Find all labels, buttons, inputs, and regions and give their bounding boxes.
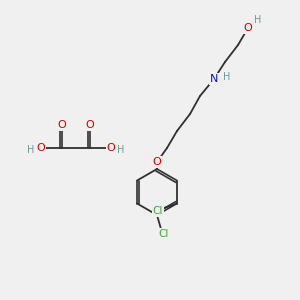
Text: Cl: Cl (153, 206, 163, 217)
Text: H: H (254, 15, 262, 25)
Text: H: H (223, 72, 231, 82)
Text: O: O (106, 143, 116, 153)
Text: O: O (37, 143, 45, 153)
Text: Cl: Cl (159, 229, 169, 239)
Text: N: N (210, 74, 218, 84)
Text: O: O (85, 120, 94, 130)
Text: H: H (27, 145, 35, 155)
Text: O: O (58, 120, 66, 130)
Text: H: H (117, 145, 125, 155)
Text: O: O (244, 23, 252, 33)
Text: O: O (153, 157, 161, 167)
